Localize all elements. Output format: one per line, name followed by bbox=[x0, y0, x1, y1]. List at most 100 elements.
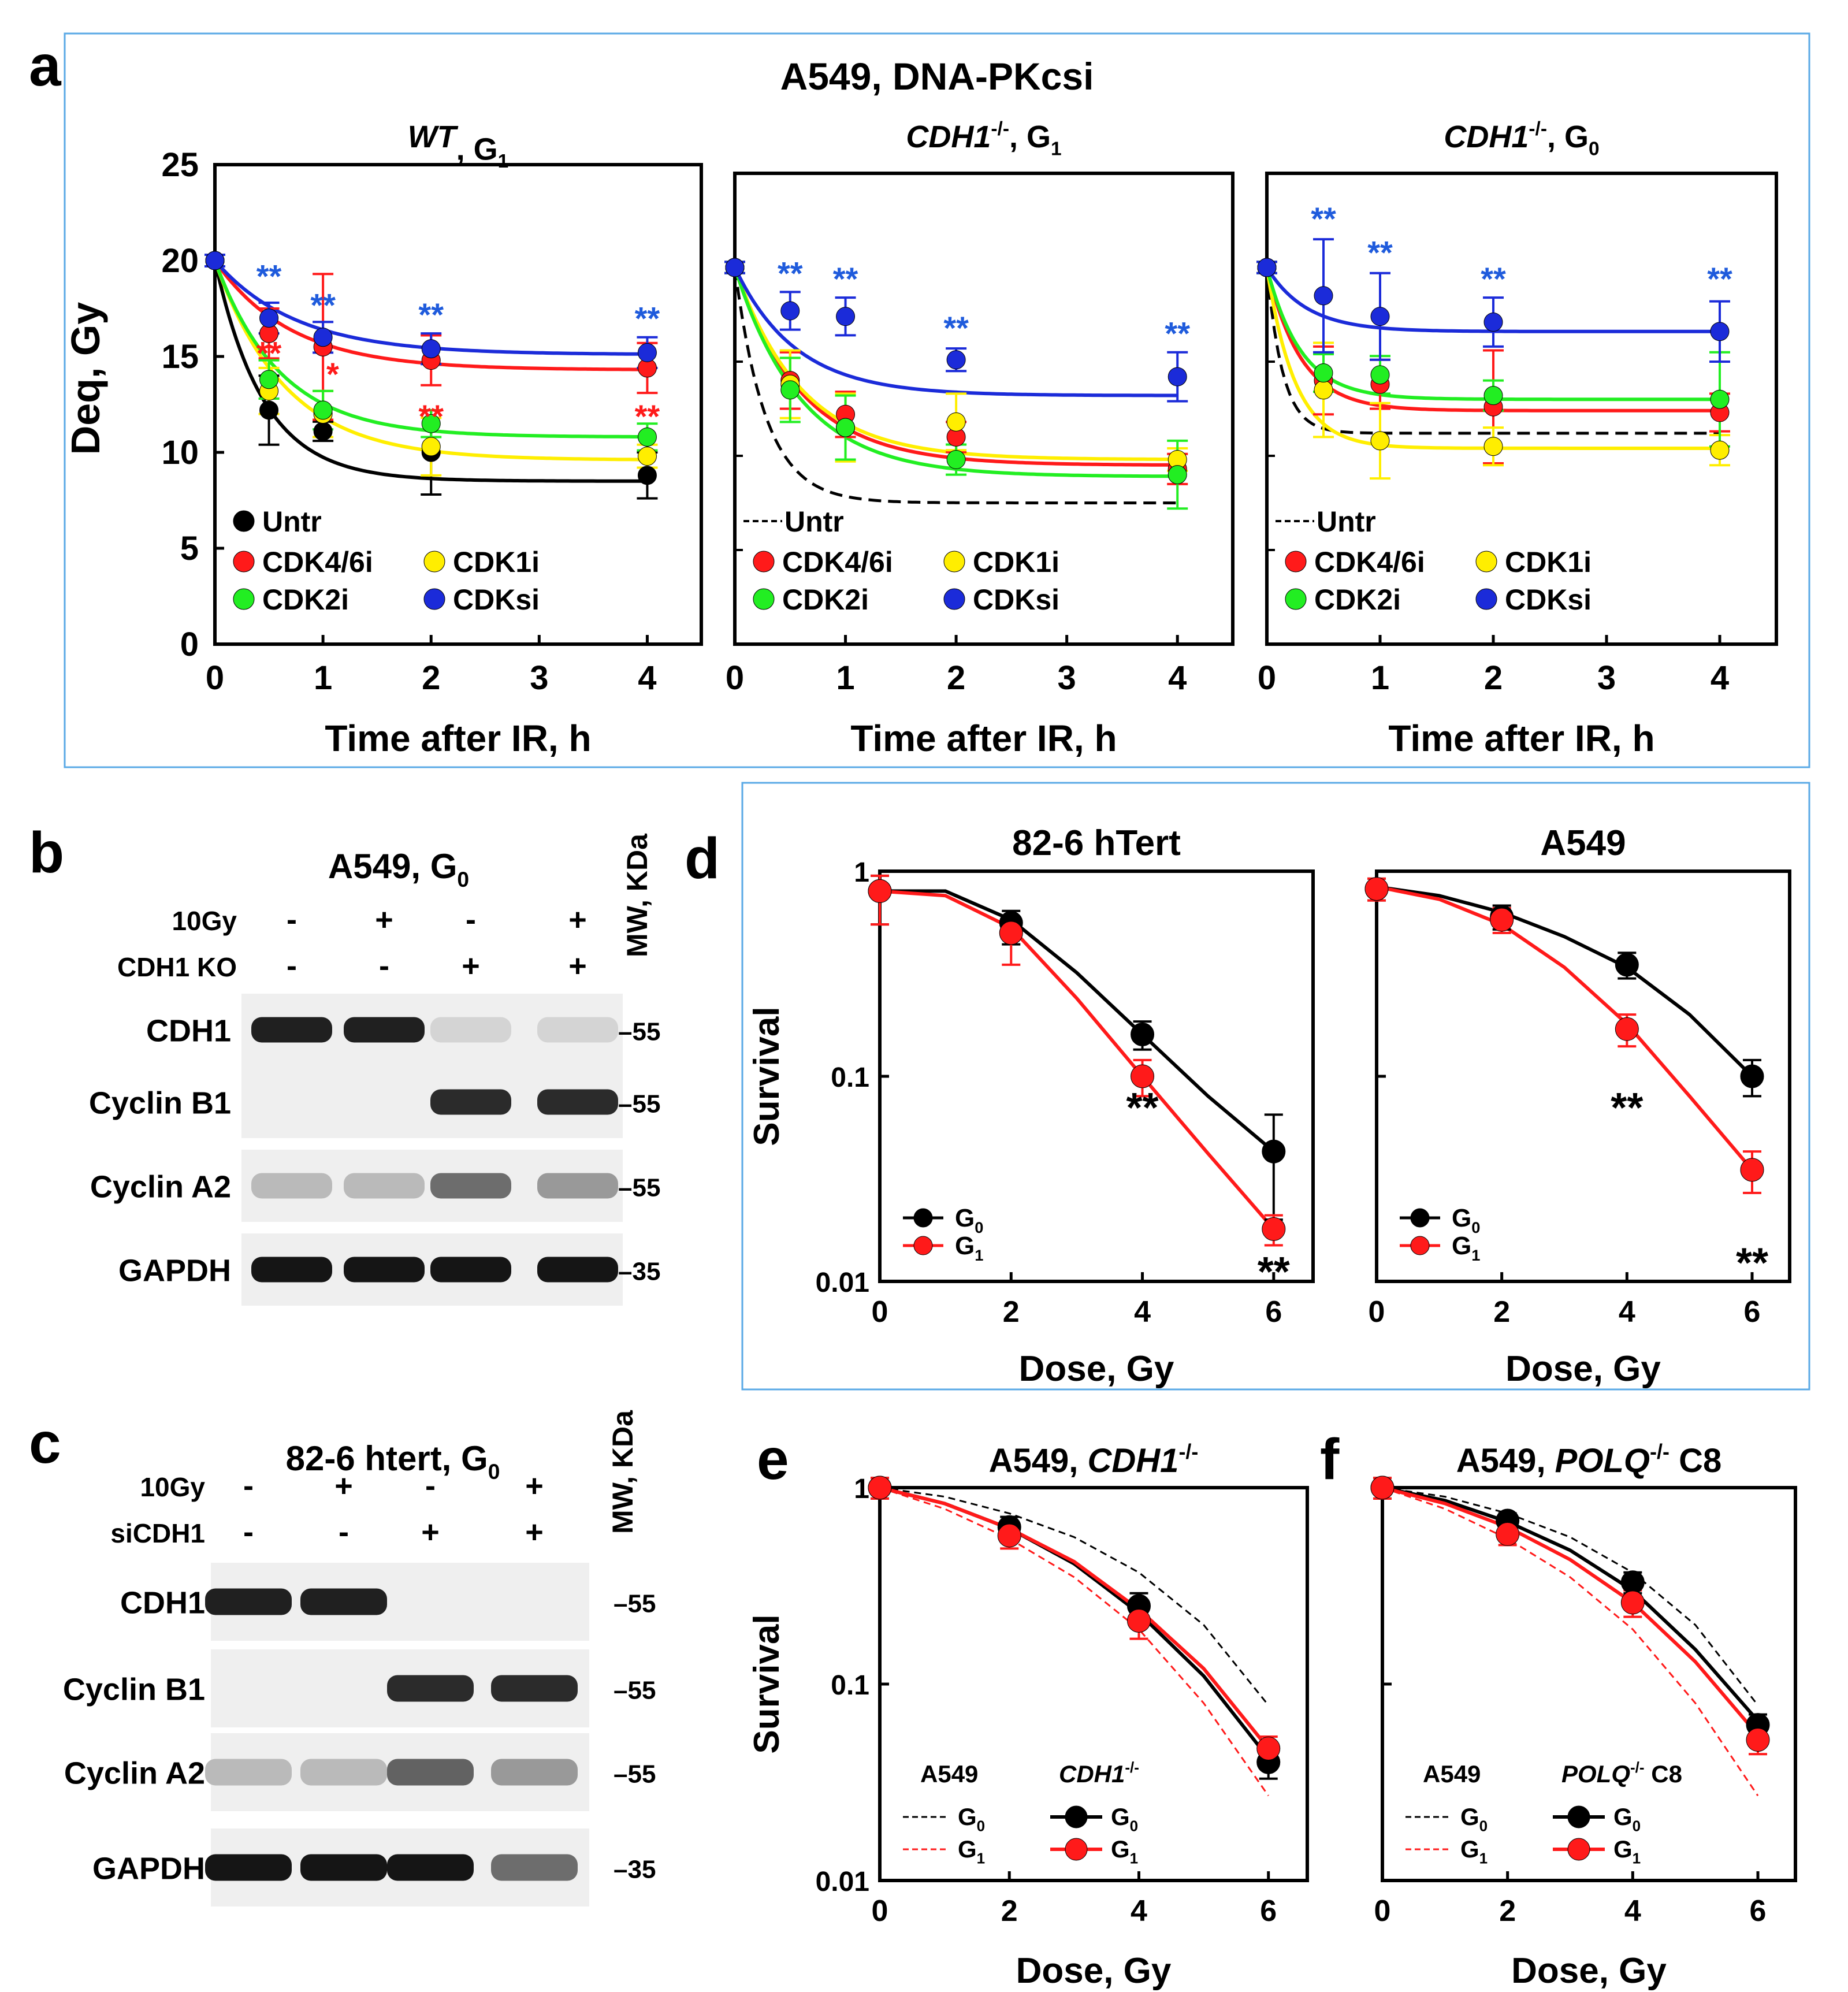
y-tick-label: 1 bbox=[854, 857, 869, 888]
data-point-Untr bbox=[637, 466, 657, 485]
x-tick-label: 6 bbox=[1260, 1894, 1277, 1928]
condition-sign: - bbox=[339, 1515, 349, 1549]
significance-marker: ** bbox=[418, 398, 444, 434]
significance-marker: ** bbox=[778, 255, 803, 291]
chart-title-part: CDH1 bbox=[1088, 1442, 1179, 1480]
reference-curve bbox=[879, 1486, 1269, 1797]
y-tick-label: 0 bbox=[180, 626, 199, 663]
condition-sign: - bbox=[425, 1469, 436, 1503]
x-tick-label: 2 bbox=[1493, 1295, 1510, 1329]
blot-band bbox=[430, 1173, 511, 1199]
significance-marker: ** bbox=[256, 258, 282, 294]
blot-row-label: CDH1 bbox=[146, 1014, 231, 1049]
data-point-G0 bbox=[1620, 1570, 1645, 1595]
data-point-G1 bbox=[1262, 1217, 1286, 1241]
condition-sign: + bbox=[525, 1515, 544, 1549]
legend-label-part: G bbox=[958, 1835, 977, 1863]
panel-letter-e: e bbox=[757, 1427, 789, 1492]
data-point-CDKsi bbox=[205, 251, 225, 270]
legend-label-part: 1 bbox=[1479, 1850, 1488, 1867]
blot-band bbox=[430, 1089, 511, 1115]
western-blot-c: 82-6 htert, G0 MW, KDa 10Gy - + - + siCDH1 - - + + C… bbox=[63, 1410, 656, 1906]
x-tick-label: 0 bbox=[1258, 659, 1276, 697]
mw-marker: –55 bbox=[613, 1590, 656, 1618]
chart-title: CDH1-/-, G1 bbox=[906, 118, 1061, 159]
condition-sign: - bbox=[379, 949, 389, 983]
panel-letter-c: c bbox=[29, 1411, 61, 1476]
data-point-G0 bbox=[1262, 1139, 1286, 1164]
plot-frame bbox=[1265, 172, 1778, 646]
legend-label-part: 1 bbox=[977, 1850, 985, 1867]
legend-label: CDK1i bbox=[973, 546, 1059, 578]
condition-sign: + bbox=[525, 1469, 544, 1503]
fit-curve-G1 bbox=[879, 1486, 1270, 1750]
chart-title-part: A549, bbox=[989, 1442, 1088, 1480]
legend-label-part: 0 bbox=[1633, 1818, 1641, 1835]
data-point-G0 bbox=[1740, 1064, 1764, 1088]
condition-label: CDH1 KO bbox=[117, 952, 237, 982]
x-tick-label: 6 bbox=[1750, 1894, 1767, 1928]
plot-frame bbox=[213, 163, 703, 646]
x-tick-label: 2 bbox=[1003, 1295, 1020, 1329]
blot-row-label: GAPDH bbox=[92, 1852, 205, 1886]
y-tick-label: 0.1 bbox=[831, 1670, 869, 1701]
legend-label: CDK2i bbox=[782, 584, 869, 616]
panel-a-ylabel: Deq, Gy bbox=[63, 302, 108, 455]
blot-row-label: Cyclin B1 bbox=[89, 1086, 231, 1121]
legend-marker bbox=[913, 1208, 933, 1228]
x-axis-label: Dose, Gy bbox=[1505, 1349, 1661, 1389]
data-point-CDKsi bbox=[313, 328, 333, 347]
data-point-CDK1i bbox=[637, 447, 657, 466]
x-tick-label: 2 bbox=[1499, 1894, 1516, 1928]
data-point-G1 bbox=[1126, 1608, 1151, 1633]
blot-title-part: A549, G bbox=[328, 847, 457, 886]
data-point-CDKsi bbox=[1257, 258, 1277, 277]
legend-label: CDK1i bbox=[1505, 546, 1592, 578]
legend-label-part: G bbox=[955, 1232, 975, 1260]
x-axis-label: Dose, Gy bbox=[1511, 1951, 1667, 1991]
legend-marker bbox=[1410, 1208, 1430, 1228]
significance-marker: ** bbox=[635, 300, 660, 337]
chart-title: A549, CDH1-/- bbox=[989, 1440, 1199, 1480]
significance-marker: * bbox=[326, 356, 339, 392]
x-tick-label: 0 bbox=[872, 1894, 888, 1928]
legend-marker bbox=[1285, 551, 1307, 573]
data-point-CDK1i bbox=[1370, 431, 1390, 451]
legend-marker bbox=[1475, 551, 1497, 573]
significance-marker: ** bbox=[943, 310, 969, 346]
data-point-CDK2i bbox=[637, 427, 657, 447]
fit-curve-Untr bbox=[733, 267, 1178, 504]
legend-label-part: G bbox=[1111, 1835, 1130, 1863]
x-tick-label: 4 bbox=[1134, 1295, 1151, 1329]
mw-marker: –55 bbox=[618, 1174, 660, 1202]
legend-label: CDK2i bbox=[262, 584, 349, 616]
mw-label: MW, KDa bbox=[621, 833, 653, 957]
legend-title-part: -/- bbox=[1125, 1759, 1139, 1776]
blot-title-part: 0 bbox=[488, 1459, 500, 1484]
blot-band bbox=[344, 1173, 425, 1199]
legend-label-part: 0 bbox=[977, 1818, 985, 1835]
legend-marker bbox=[753, 588, 775, 610]
chart-title-part: -/- bbox=[991, 118, 1009, 139]
x-axis-label: Dose, Gy bbox=[1016, 1951, 1172, 1991]
blot-band bbox=[387, 1854, 474, 1881]
mw-marker: –35 bbox=[618, 1258, 660, 1286]
condition-sign: + bbox=[375, 902, 393, 937]
x-tick-label: 6 bbox=[1744, 1295, 1761, 1329]
significance-marker: ** bbox=[1311, 200, 1336, 237]
y-tick-label: 0.01 bbox=[816, 1867, 869, 1897]
legend-title-part: C8 bbox=[1645, 1760, 1682, 1787]
legend-title-part: CDH1 bbox=[1059, 1760, 1125, 1787]
data-point-G1 bbox=[1364, 877, 1389, 901]
blot-band bbox=[491, 1675, 578, 1702]
chart-title: 82-6 hTert bbox=[1012, 823, 1181, 863]
panel-d-frame bbox=[741, 782, 1810, 1391]
data-point-CDKsi bbox=[1483, 313, 1503, 332]
reference-curve bbox=[1382, 1486, 1759, 1706]
legend-marker bbox=[1065, 1838, 1088, 1861]
significance-marker: ** bbox=[1258, 1249, 1290, 1295]
condition-sign: + bbox=[421, 1515, 440, 1549]
legend-label: G0 bbox=[1460, 1803, 1488, 1835]
significance-marker: ** bbox=[310, 287, 336, 323]
